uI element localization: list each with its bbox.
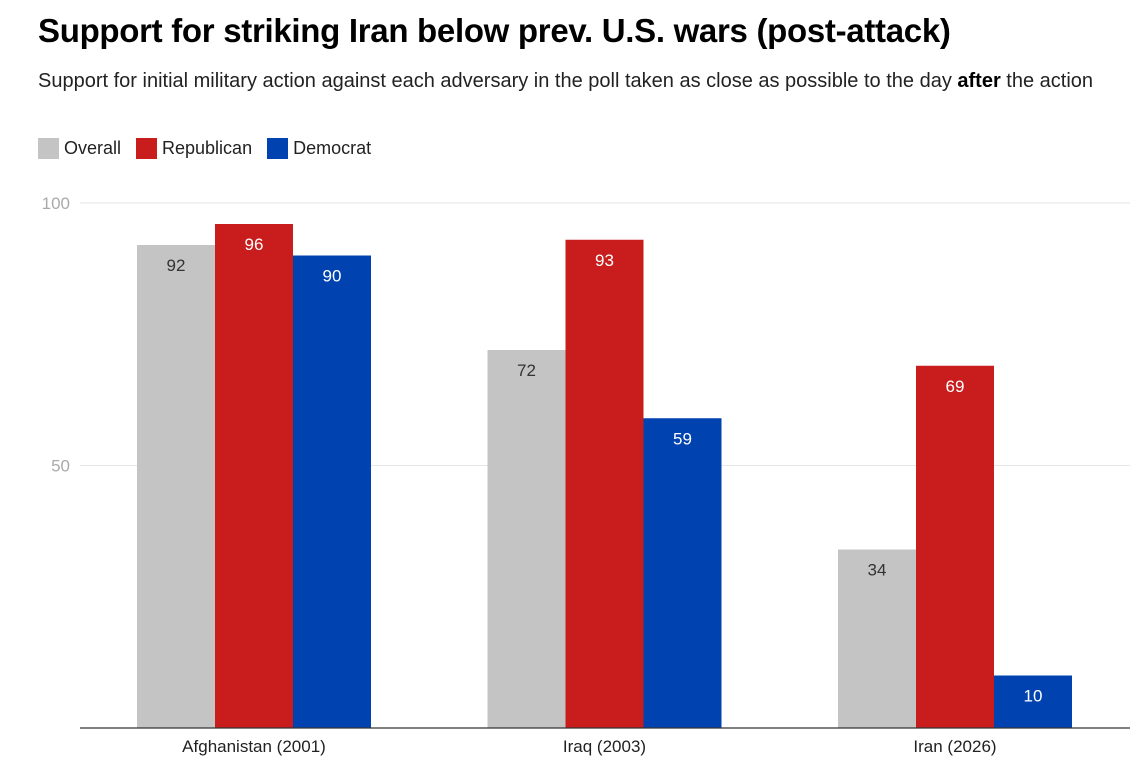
legend-swatch-overall	[38, 138, 59, 159]
data-label-overall-iraq-2003: 72	[517, 361, 536, 380]
subtitle-text-before: Support for initial military action agai…	[38, 70, 958, 92]
legend-label-republican: Republican	[162, 138, 253, 158]
legend-item-republican: Republican	[136, 138, 252, 159]
bar-republican-iran-2026	[916, 365, 994, 728]
bar-overall-afghanistan-2001	[137, 245, 215, 728]
data-label-overall-iran-2026: 34	[868, 561, 887, 580]
data-label-republican-iraq-2003: 93	[595, 251, 614, 270]
x-tick-label-iran-2026: Iran (2026)	[913, 737, 996, 756]
y-tick-label-100: 100	[42, 194, 70, 213]
x-tick-label-iraq-2003: Iraq (2003)	[563, 737, 646, 756]
bar-democrat-iran-2026	[994, 675, 1072, 728]
data-label-overall-afghanistan-2001: 92	[167, 256, 186, 275]
data-label-democrat-afghanistan-2001: 90	[323, 267, 342, 286]
y-tick-label-50: 50	[51, 457, 70, 476]
x-tick-label-afghanistan-2001: Afghanistan (2001)	[182, 737, 326, 756]
subtitle-text-bold: after	[957, 70, 1001, 92]
legend-item-overall: Overall	[38, 138, 121, 159]
legend-swatch-democrat	[267, 138, 289, 159]
bar-democrat-afghanistan-2001	[293, 255, 371, 728]
legend-swatch-republican	[136, 138, 158, 159]
bar-republican-iraq-2003	[565, 239, 644, 728]
legend-label-democrat: Democrat	[293, 138, 372, 158]
chart-subtitle: Support for initial military action agai…	[38, 68, 1108, 94]
legend-label-overall: Overall	[64, 138, 122, 158]
subtitle-text-after: the action	[1000, 70, 1094, 92]
bar-republican-afghanistan-2001	[215, 224, 293, 728]
bar-overall-iran-2026	[838, 549, 916, 728]
chart-title: Support for striking Iran below prev. U.…	[38, 12, 951, 49]
legend-item-democrat: Democrat	[267, 138, 371, 159]
legend: Overall Republican Democrat	[38, 138, 386, 159]
bar-democrat-iraq-2003	[643, 418, 722, 728]
data-label-republican-afghanistan-2001: 96	[245, 235, 264, 254]
data-label-democrat-iran-2026: 10	[1024, 687, 1043, 706]
data-label-democrat-iraq-2003: 59	[673, 429, 692, 448]
bar-overall-iraq-2003	[487, 350, 566, 728]
data-label-republican-iran-2026: 69	[946, 377, 965, 396]
